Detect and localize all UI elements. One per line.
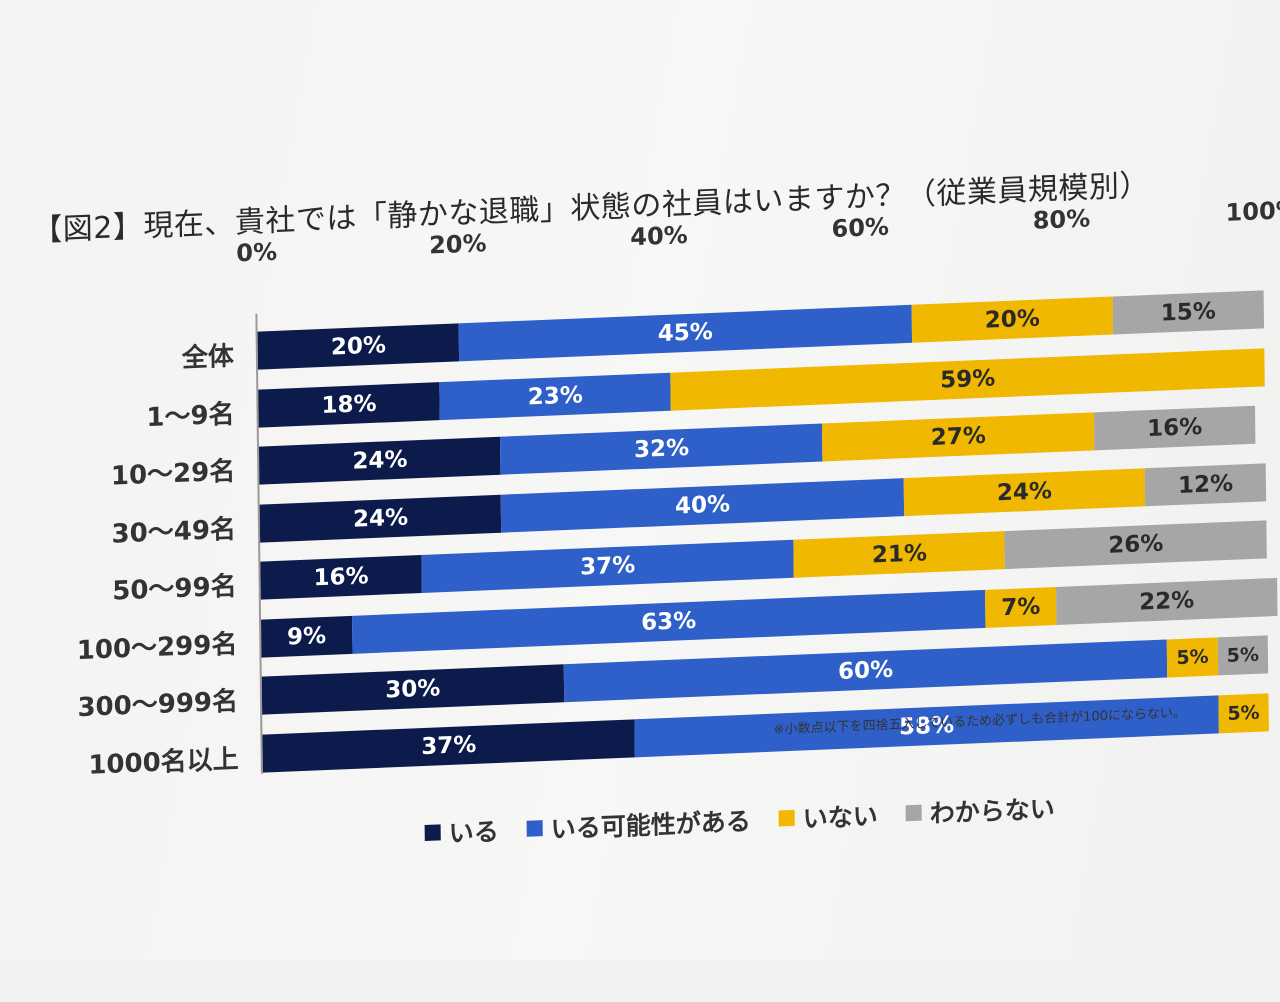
- bar-segment: 22%: [1055, 577, 1278, 625]
- data-label: 24%: [996, 477, 1053, 506]
- bar-segment: 24%: [258, 436, 501, 485]
- data-label: 22%: [1138, 586, 1195, 616]
- x-tick-label: 40%: [630, 220, 688, 252]
- bar-segment: 15%: [1112, 290, 1265, 335]
- data-label: 16%: [1146, 413, 1203, 443]
- category-label: 30～49名: [111, 514, 237, 550]
- data-label: 20%: [984, 305, 1040, 334]
- x-tick-label: 80%: [1032, 204, 1091, 235]
- legend-swatch: [778, 809, 795, 827]
- data-label: 30%: [385, 675, 441, 704]
- category-labels: 全体 1～9名 10～29名 30～49名 50～99名 100～299名 300～999名…: [0, 0, 1280, 781]
- data-label: 15%: [1160, 298, 1217, 327]
- data-label: 60%: [837, 656, 894, 685]
- bar-segment: 30%: [261, 664, 564, 715]
- bar-segment: 63%: [351, 589, 986, 654]
- category-label: 10～29名: [110, 456, 236, 492]
- legend-swatch: [424, 824, 441, 841]
- bar-segment: 12%: [1144, 462, 1267, 506]
- x-tick-label: 100%: [1225, 195, 1280, 227]
- bar-segment: 40%: [501, 477, 904, 533]
- bar-segment: 16%: [1093, 405, 1256, 451]
- bar-segment: 18%: [258, 381, 440, 428]
- legend-label: いない: [802, 801, 878, 834]
- category-label: 全体: [181, 341, 235, 374]
- category-label: 1000名以上: [88, 744, 239, 781]
- data-label: 32%: [633, 434, 690, 464]
- bar-segment: 23%: [439, 372, 672, 420]
- data-label: 40%: [674, 490, 731, 520]
- category-label: 100～299名: [76, 629, 238, 666]
- data-label: 18%: [321, 390, 377, 419]
- bar-segment: 27%: [822, 412, 1095, 462]
- data-label: 23%: [527, 381, 583, 411]
- data-label: 37%: [421, 731, 477, 760]
- data-label: 45%: [657, 318, 714, 348]
- chart-title: 【図2】現在、貴社では「静かな退職」状態の社員はいますか？（従業員規模別）: [32, 167, 1151, 249]
- data-label: 5%: [1176, 645, 1209, 670]
- bar-segment: 24%: [259, 494, 502, 543]
- screen-photo: 【図2】現在、貴社では「静かな退職」状態の社員はいますか？（従業員規模別） 0%…: [0, 0, 1280, 960]
- bar-segment: 16%: [260, 554, 422, 600]
- data-label: 24%: [352, 504, 409, 533]
- legend-swatch: [905, 804, 922, 822]
- stacked-bars: 20% 45% 20% 15% 18% 23% 59% 24% 32% 27% 16% 24% 40% 2…: [0, 0, 1280, 773]
- bar-segment: 5%: [1167, 637, 1218, 678]
- x-tick-label: 20%: [428, 229, 487, 260]
- data-label: 27%: [930, 422, 987, 452]
- data-label: 59%: [940, 364, 996, 394]
- data-label: 5%: [1226, 643, 1260, 668]
- bar-segment: 60%: [563, 639, 1168, 703]
- data-label: 63%: [640, 607, 697, 636]
- data-label: 21%: [871, 540, 928, 569]
- data-label: 5%: [1227, 701, 1260, 725]
- bar-segment: 21%: [793, 531, 1006, 578]
- category-label: 1～9名: [146, 399, 235, 433]
- bar-segment: 24%: [903, 467, 1146, 516]
- legend-item: いない: [778, 796, 878, 836]
- bar-segment: 5%: [1218, 692, 1269, 733]
- bar-segment: 32%: [500, 423, 823, 475]
- bar-segment: 26%: [1004, 520, 1267, 570]
- bar-segment: 7%: [985, 586, 1057, 628]
- x-axis-ticks: 0% 20% 40% 60% 80% 100%: [0, 0, 1280, 268]
- bar-segment: 37%: [262, 718, 636, 773]
- bar-segment: 45%: [458, 304, 912, 362]
- data-label: 24%: [352, 446, 408, 475]
- data-label: 37%: [579, 552, 636, 581]
- legend-label: いる可能性がある: [550, 806, 751, 844]
- data-label: 26%: [1108, 530, 1164, 559]
- data-label: 9%: [286, 622, 327, 651]
- legend-swatch: [526, 820, 543, 837]
- category-label: 300～999名: [77, 686, 239, 724]
- bar-segment: 5%: [1217, 635, 1269, 676]
- x-tick-label: 0%: [236, 237, 278, 268]
- legend-item: いる可能性がある: [526, 802, 751, 847]
- x-tick-label: 60%: [831, 212, 890, 244]
- data-label: 16%: [313, 563, 369, 592]
- data-label: 20%: [330, 332, 387, 361]
- bar-segment: 59%: [670, 347, 1265, 411]
- category-label: 50～99名: [112, 571, 237, 607]
- legend: いる いる可能性がある いない わからない: [424, 789, 1055, 851]
- bar-segment: 37%: [421, 539, 794, 593]
- bar-segment: 9%: [261, 615, 353, 658]
- data-label: 7%: [1001, 593, 1041, 621]
- data-label: 12%: [1177, 470, 1234, 499]
- legend-item: わからない: [905, 789, 1055, 831]
- bar-segment: 20%: [257, 323, 460, 370]
- legend-label: いる: [448, 816, 499, 849]
- legend-label: わからない: [929, 794, 1055, 829]
- legend-item: いる: [424, 812, 499, 851]
- bar-segment: 20%: [911, 296, 1114, 343]
